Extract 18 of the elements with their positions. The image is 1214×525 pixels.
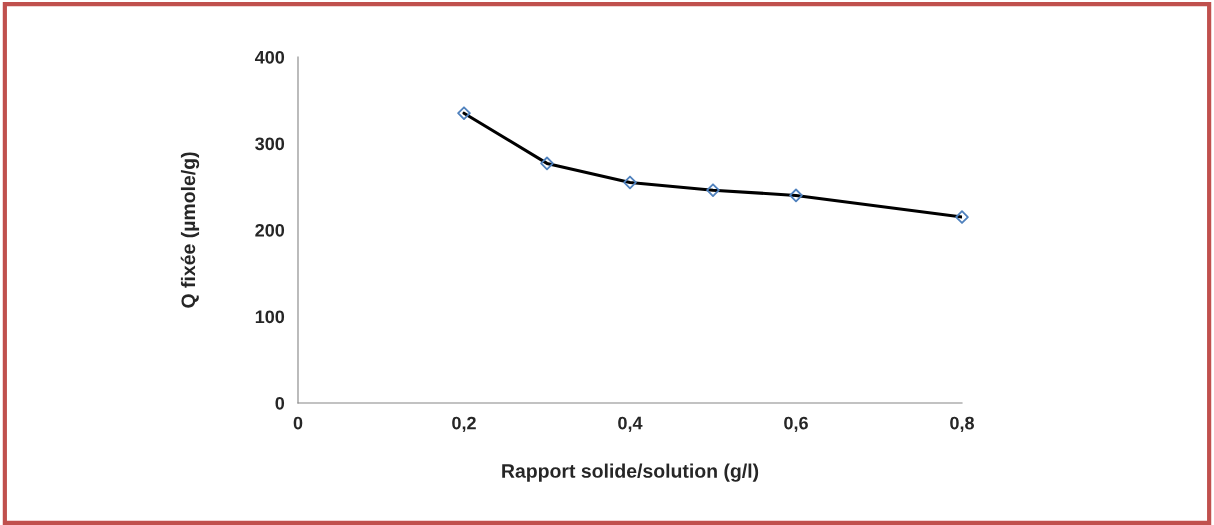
point: [457, 106, 471, 121]
point: [540, 156, 554, 171]
y-tick-label: 300: [255, 137, 285, 151]
x-tick-label: 0,6: [784, 416, 808, 433]
point: [955, 210, 969, 224]
y-tick-label: 200: [255, 223, 285, 237]
point: [623, 175, 637, 190]
y-axis-title: Q fixée (µmole/g): [180, 152, 200, 308]
x-tick-label: 0,8: [950, 416, 974, 433]
y-tick-label: 0: [275, 396, 285, 410]
y-tick-label: 400: [254, 50, 285, 64]
x-tick-label: 0,4: [618, 416, 643, 433]
x-tick-label: 0: [293, 416, 303, 430]
x-axis-title: Rapport solide/solution (g/l): [502, 463, 759, 482]
x-tick-label: 0,2: [452, 416, 476, 433]
point: [706, 183, 720, 198]
y-tick-label: 100: [255, 310, 285, 324]
point: [789, 188, 803, 203]
